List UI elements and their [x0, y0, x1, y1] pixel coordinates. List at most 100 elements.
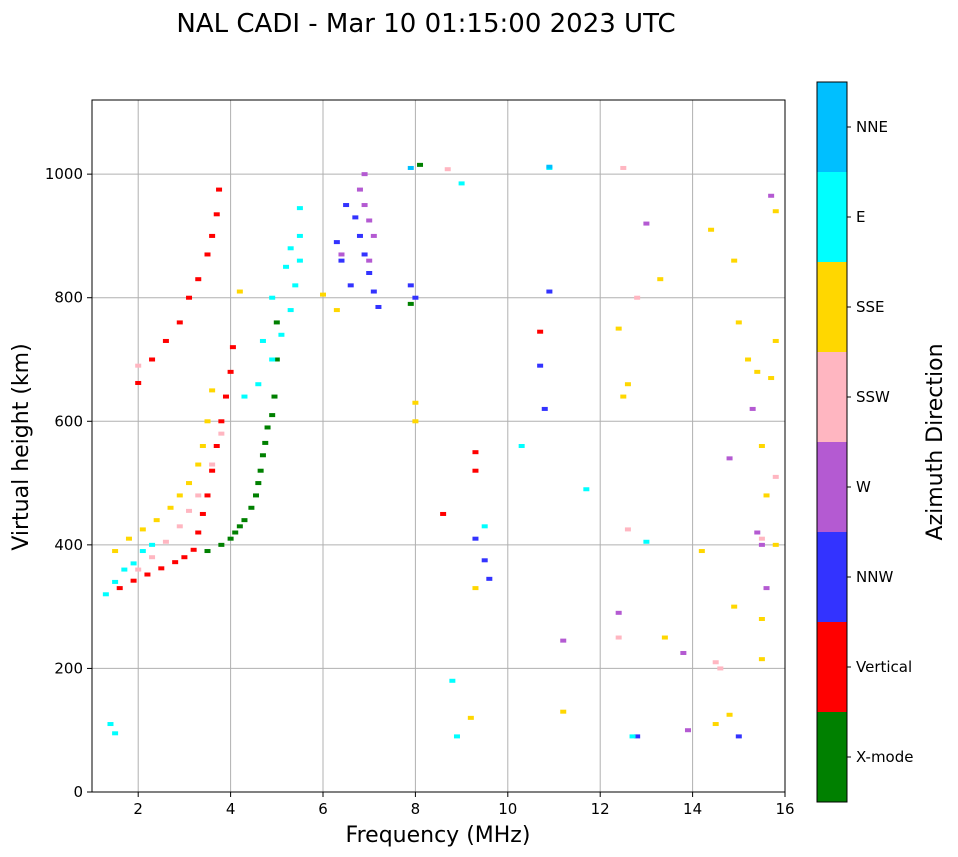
data-point-w [758, 542, 765, 547]
data-point-sse [333, 308, 340, 313]
plot-background [92, 100, 785, 792]
data-point-ssw [209, 462, 216, 467]
data-point-sse [758, 657, 765, 662]
data-point-w [366, 258, 373, 263]
data-point-ssw [195, 493, 202, 498]
data-point-ssw [162, 539, 169, 544]
data-point-ssw [218, 431, 225, 436]
data-point-x-mode [273, 357, 280, 362]
colorbar-label: Azimuth Direction [923, 343, 948, 540]
data-point-sse [199, 444, 206, 448]
data-point-sse [624, 382, 631, 387]
colorbar-swatch [817, 532, 847, 622]
data-point-vertical [162, 338, 169, 343]
data-point-sse [772, 338, 779, 343]
data-point-vertical [472, 468, 479, 473]
data-point-vertical [204, 252, 211, 257]
data-point-nnw [375, 304, 382, 309]
data-point-e [278, 332, 285, 337]
data-point-vertical [216, 187, 223, 192]
data-point-vertical [130, 578, 137, 583]
data-points [102, 162, 779, 739]
data-point-x-mode [257, 468, 264, 473]
data-point-ssw [444, 167, 451, 172]
data-point-w [366, 218, 373, 223]
data-point-e [518, 444, 525, 448]
data-point-e [629, 734, 636, 739]
data-point-nnw [472, 536, 479, 541]
data-point-nnw [546, 289, 553, 294]
data-point-vertical [218, 419, 225, 424]
data-point-nnw [338, 258, 345, 263]
x-axis-label: Frequency (MHz) [346, 823, 531, 848]
colorbar-tick-label: NNE [856, 118, 888, 136]
data-point-nnw [634, 734, 641, 739]
y-tick-label: 600 [54, 412, 83, 430]
data-point-sse [768, 376, 775, 381]
data-point-sse [139, 527, 146, 532]
colorbar-swatch [817, 172, 847, 262]
data-point-ssw [615, 635, 622, 640]
colorbar-tick-label: W [856, 478, 871, 496]
data-point-w [684, 728, 691, 733]
data-point-w [680, 650, 687, 655]
data-point-ssw [772, 474, 779, 479]
colorbar-frame [816, 81, 848, 803]
data-point-e [643, 539, 650, 544]
data-point-e [458, 181, 465, 186]
data-point-e [453, 734, 460, 739]
data-point-e [296, 233, 303, 238]
data-point-sse [731, 258, 738, 263]
x-tick-label: 4 [226, 800, 236, 818]
data-point-x-mode [264, 425, 271, 430]
data-point-nnw [412, 295, 419, 300]
x-tick-label: 6 [318, 800, 328, 818]
data-point-e [287, 308, 294, 313]
data-point-w [356, 187, 363, 192]
data-point-nnw [370, 289, 377, 294]
data-point-sse [758, 444, 765, 448]
data-point-e [583, 487, 590, 492]
data-point-sse [167, 505, 174, 510]
data-point-e [112, 579, 119, 584]
data-point-w [763, 586, 770, 591]
data-point-sse [731, 604, 738, 609]
y-axis-label: Virtual height (km) [9, 343, 34, 550]
data-point-e [449, 678, 456, 683]
data-point-w [361, 172, 368, 177]
data-point-vertical [199, 511, 206, 516]
data-point-vertical [537, 329, 544, 334]
data-point-sse [412, 419, 419, 424]
data-point-ssw [624, 527, 631, 532]
data-point-x-mode [262, 440, 269, 445]
data-point-sse [708, 227, 715, 232]
data-point-nnw [343, 203, 350, 208]
data-point-nnw [347, 283, 354, 288]
data-point-vertical [116, 586, 123, 591]
colorbar-swatch [817, 622, 847, 712]
data-point-e [102, 592, 109, 597]
data-point-sse [615, 326, 622, 331]
data-point-e [121, 567, 128, 572]
data-point-x-mode [255, 481, 262, 486]
data-point-nnw [366, 271, 373, 275]
data-point-w [749, 406, 756, 411]
data-point-e [107, 722, 114, 727]
data-point-nnw [356, 233, 363, 238]
data-point-sse [560, 709, 567, 714]
colorbar-tick-label: E [856, 208, 865, 226]
data-point-nnw [486, 576, 493, 581]
x-tick-label: 14 [683, 800, 702, 818]
data-point-vertical [149, 357, 156, 362]
data-point-w [370, 233, 377, 238]
data-point-ssw [712, 660, 719, 665]
data-point-vertical [440, 511, 447, 516]
data-point-x-mode [232, 530, 239, 535]
data-point-ssw [176, 524, 183, 529]
data-point-x-mode [417, 162, 424, 167]
data-point-w [726, 456, 733, 461]
data-point-w [615, 610, 622, 615]
data-point-nnw [735, 734, 742, 739]
data-point-ssw [149, 555, 156, 560]
data-point-nne [407, 165, 414, 170]
